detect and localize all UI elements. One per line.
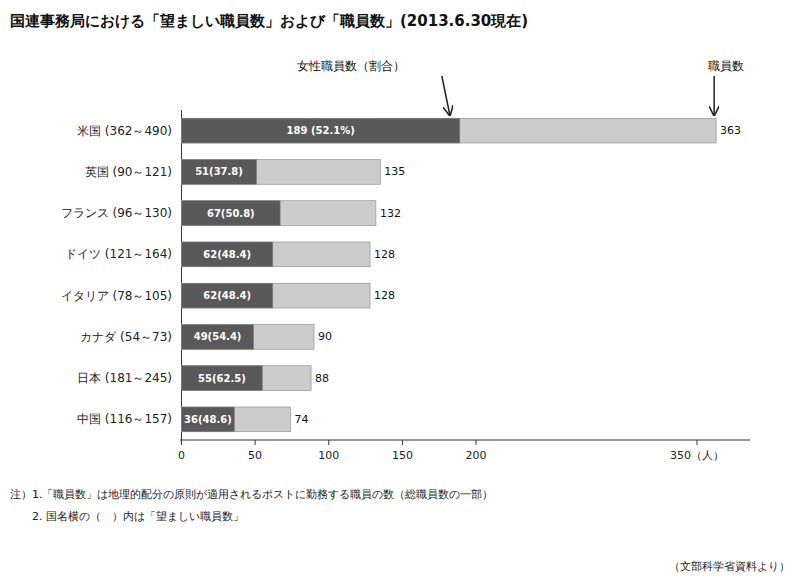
bar (181, 366, 311, 391)
bar-label-total: 135 (384, 165, 405, 178)
x-tick-label: 350（人） (670, 449, 724, 462)
source: （文部科学省資料より） (669, 560, 790, 573)
bar-label-total: 132 (380, 207, 401, 220)
bar (181, 407, 234, 432)
series-annotation: 女性職員数（割合） (297, 59, 405, 73)
bar (181, 201, 375, 226)
category-label: フランス (96～130) (61, 206, 172, 220)
bar-label-inside: 62(48.4) (203, 249, 251, 260)
bar (181, 118, 716, 143)
bar (181, 283, 370, 308)
bar (181, 242, 370, 267)
x-tick (181, 440, 182, 445)
bar (181, 325, 253, 350)
bars (181, 118, 716, 432)
note: 2. 国名横の（ ）内は「望ましい職員数」 (10, 510, 244, 523)
series-annotation: 職員数 (708, 59, 744, 73)
note: 注）1.「職員数」は地理的配分の原則が適用されるポストに勤務する職員の数（総職員… (10, 488, 494, 501)
chart: 国連事務局における「望ましい職員数」および「職員数」(2013.6.30現在) 3… (0, 0, 800, 585)
bar (181, 160, 380, 185)
y-axis: 米国 (362～490) 英国 (90～121) フランス (96～130) ドイツ … (61, 124, 172, 427)
bar-label-inside: 49(54.4) (194, 331, 242, 342)
category-label: イタリア (78～105) (61, 289, 172, 303)
bar-label-inside: 67(50.8) (207, 208, 255, 219)
x-tick (476, 440, 477, 445)
x-tick-label: 150 (392, 449, 413, 462)
bar-label-total: 74 (294, 413, 308, 426)
x-axis: 0 50 100 150 200 350（人） (178, 440, 750, 462)
title: 国連事務局における「望ましい職員数」および「職員数」(2013.6.30現在) (10, 12, 528, 30)
data-labels: 363 135 132 128 128 90 88 74 189 (52.1%) 51(37.8)… (184, 124, 741, 426)
bar-label-total: 90 (318, 330, 332, 343)
bar (181, 118, 459, 143)
x-tick (696, 440, 697, 445)
bar (181, 160, 256, 185)
annotation-arrow (713, 76, 715, 115)
bar-label-inside: 189 (52.1%) (287, 125, 355, 136)
bar-label-total: 128 (374, 289, 395, 302)
category-label: 中国 (116～157) (77, 412, 172, 426)
series-annotations: 女性職員数（割合） 職員数 (297, 59, 744, 115)
category-label: 米国 (362～490) (77, 124, 172, 138)
x-axis-line (180, 440, 750, 441)
bar-label-total: 363 (720, 124, 741, 137)
bar (181, 283, 272, 308)
bar-label-inside: 51(37.8) (195, 166, 243, 177)
x-tick-label: 50 (248, 449, 262, 462)
bar-label-inside: 36(48.6) (184, 414, 232, 425)
category-label: 英国 (90～121) (85, 165, 172, 179)
bar-label-total: 128 (374, 248, 395, 261)
category-label: カナダ (54～73) (80, 330, 172, 344)
category-label: 日本 (181～245) (77, 371, 172, 385)
x-tick-label: 0 (178, 449, 185, 462)
bar-label-inside: 62(48.4) (203, 290, 251, 301)
bar (181, 201, 280, 226)
x-tick (402, 440, 403, 445)
background (0, 0, 800, 585)
bar (181, 325, 314, 350)
x-tick (255, 440, 256, 445)
bar-label-inside: 55(62.5) (198, 373, 246, 384)
x-tick-label: 200 (466, 449, 487, 462)
x-tick-label: 100 (318, 449, 339, 462)
x-tick (328, 440, 329, 445)
bar (181, 366, 262, 391)
bar (181, 407, 290, 432)
annotation-arrow (442, 76, 450, 115)
category-label: ドイツ (121～164) (65, 247, 172, 261)
bar (181, 242, 272, 267)
bar-label-total: 88 (315, 372, 329, 385)
